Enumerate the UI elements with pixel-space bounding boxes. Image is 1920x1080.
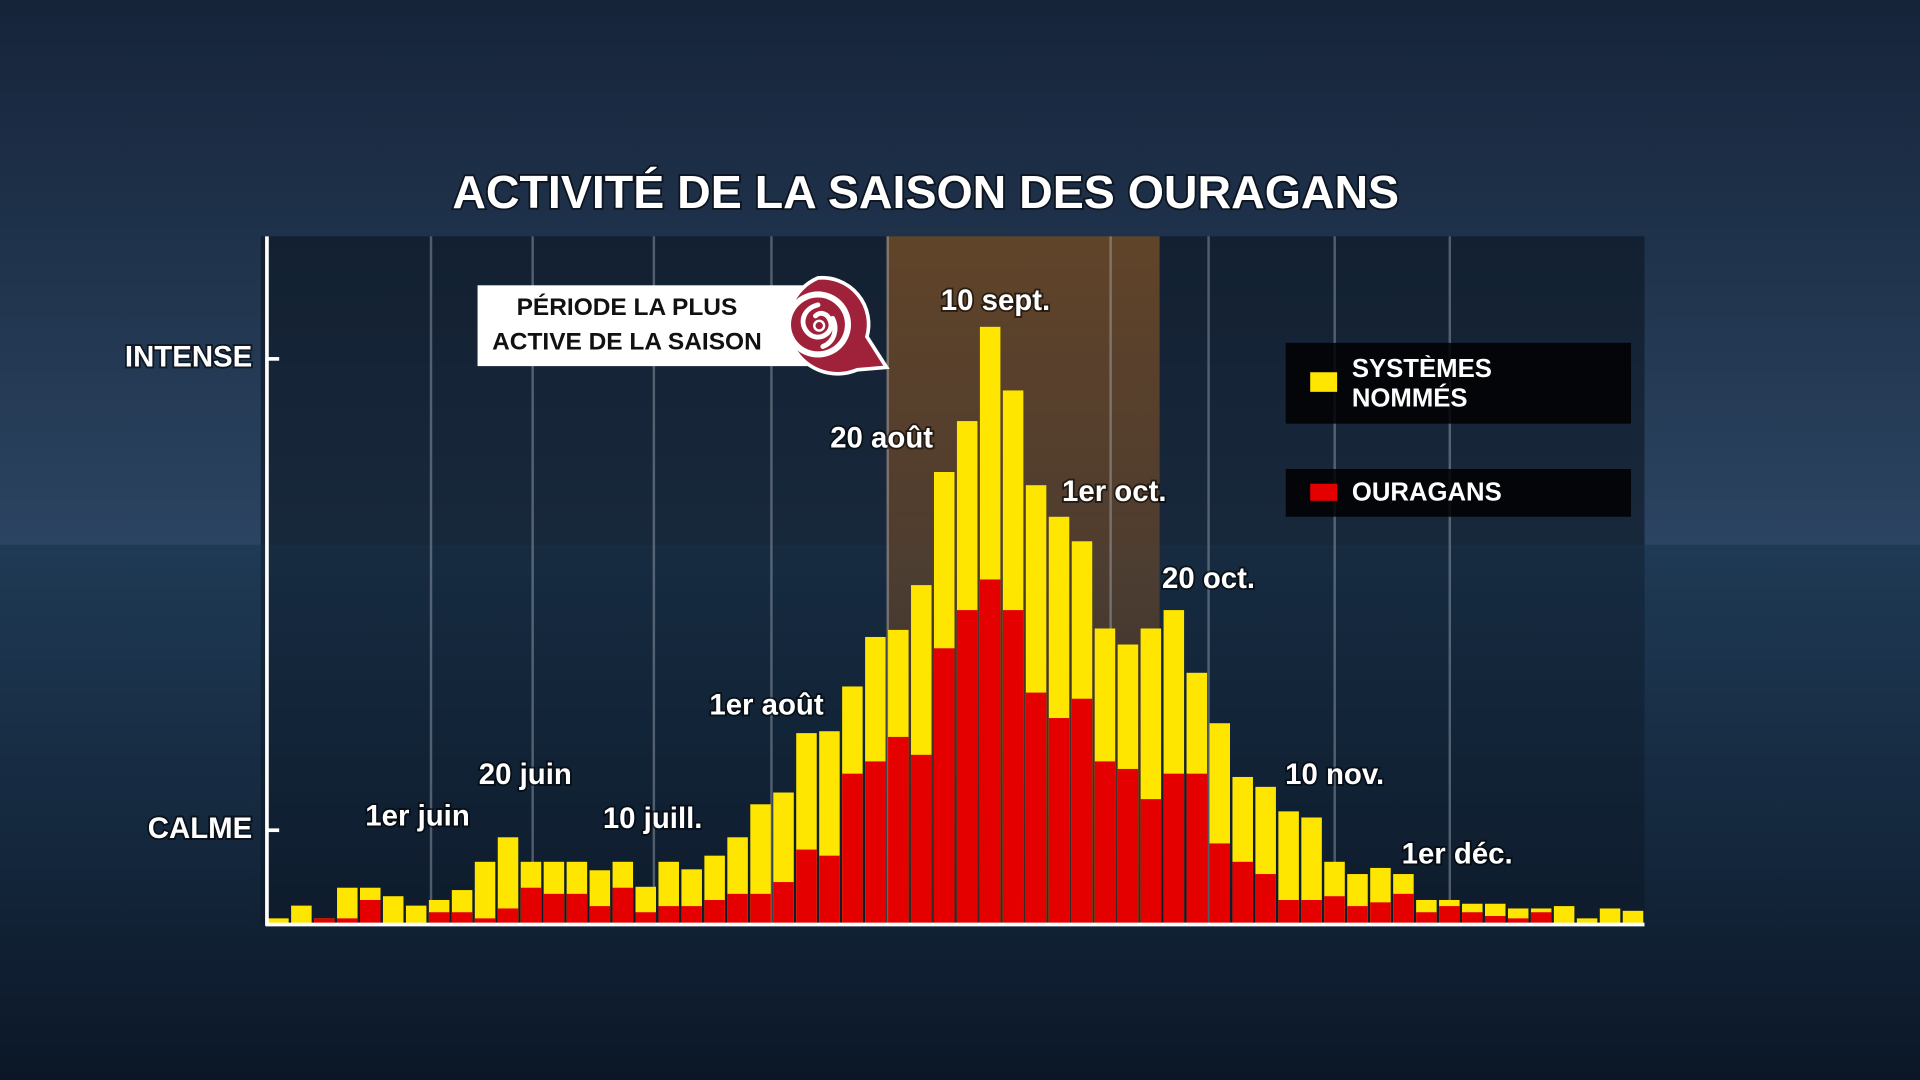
bar [1301, 899, 1322, 925]
bar [1553, 906, 1575, 925]
bar [979, 579, 1001, 925]
bar [1393, 893, 1414, 925]
bar [497, 908, 519, 925]
date-label: 1er oct. [1062, 475, 1167, 508]
bar [1025, 692, 1047, 925]
bar [1232, 861, 1253, 925]
bar [474, 861, 496, 925]
bar [428, 912, 450, 925]
legend-box [1285, 468, 1632, 517]
y-tick-label: INTENSE [125, 341, 252, 374]
bar [1117, 768, 1139, 925]
bar [1485, 916, 1506, 925]
bar [773, 882, 794, 925]
bar [314, 918, 335, 925]
bar [589, 906, 611, 925]
bar [1347, 906, 1368, 925]
icon-spiral [800, 302, 838, 349]
bar [566, 893, 588, 925]
labels: CALME INTENSE 1er juin 20 juin 10 juill. 1er … [123, 282, 1514, 872]
bar [1278, 899, 1299, 925]
annotation-line: PÉRIODE LA PLUS [517, 293, 738, 321]
icon-eye [813, 319, 826, 332]
bar [933, 648, 955, 925]
annotation: PÉRIODE LA PLUS ACTIVE DE LA SAISON [477, 275, 890, 376]
date-label: 10 nov. [1285, 758, 1384, 791]
date-label: 1er déc. [1402, 838, 1513, 871]
bar [796, 849, 817, 925]
legend-swatch [1310, 483, 1338, 501]
bar [1370, 902, 1391, 925]
bar [405, 905, 427, 925]
bar [1576, 918, 1598, 925]
legend-box [1285, 342, 1632, 424]
legend-label: OURAGANS [1352, 478, 1502, 506]
bar [1255, 874, 1276, 925]
bar [360, 899, 381, 925]
bar [819, 855, 840, 925]
annotation-box [477, 285, 809, 367]
bar [1048, 718, 1070, 925]
bar [1278, 811, 1299, 925]
bar [520, 887, 542, 925]
bar [337, 918, 358, 925]
bar [1301, 817, 1322, 925]
bar [1507, 918, 1529, 925]
bar [268, 918, 289, 925]
date-label: 10 juill. [603, 802, 703, 835]
bar [612, 887, 634, 925]
bar [1002, 610, 1024, 925]
bar [681, 906, 702, 925]
bar [1094, 761, 1116, 925]
date-label: 10 sept. [941, 284, 1050, 317]
bar [1599, 908, 1621, 925]
date-label: 20 juin [479, 758, 572, 791]
bar [1622, 910, 1644, 925]
bar [727, 893, 748, 925]
bar [704, 899, 725, 925]
bar [337, 887, 358, 925]
bar [865, 761, 886, 925]
bar [842, 773, 863, 925]
bar [1209, 843, 1230, 925]
legend-label: SYSTÈMES NOMMÉS [1351, 355, 1492, 413]
bar [1462, 912, 1483, 925]
bar [451, 912, 473, 925]
date-label: 20 oct. [1162, 562, 1255, 595]
legend-label-wrap: SYSTÈMES NOMMÉS [1351, 355, 1492, 413]
bar [382, 896, 404, 925]
bar [750, 893, 771, 925]
bar [474, 918, 496, 925]
chart-title: ACTIVITÉ DE LA SAISON DES OURAGANS [452, 166, 1399, 218]
bar [1163, 773, 1185, 925]
bar [291, 905, 312, 925]
bar [1439, 906, 1460, 925]
bar [1071, 698, 1093, 925]
legend: SYSTÈMES NOMMÉS OURAGANS [1285, 342, 1632, 517]
bar [543, 893, 565, 925]
bar [658, 906, 679, 925]
bar [888, 736, 909, 925]
bar [1140, 799, 1162, 925]
date-label: 1er juin [365, 800, 469, 833]
bar [956, 610, 978, 925]
bars [268, 326, 1644, 925]
y-tick-label: CALME [148, 812, 252, 845]
date-label: 1er août [709, 688, 823, 721]
annotation-line: ACTIVE DE LA SAISON [492, 328, 762, 355]
bar [1530, 912, 1552, 925]
bar [497, 837, 519, 925]
bar [1324, 896, 1345, 925]
date-label: 20 août [830, 421, 933, 454]
bar [1186, 773, 1208, 925]
bar [1416, 912, 1437, 925]
legend-swatch [1310, 372, 1338, 392]
bar [911, 754, 932, 925]
bar [635, 912, 657, 925]
